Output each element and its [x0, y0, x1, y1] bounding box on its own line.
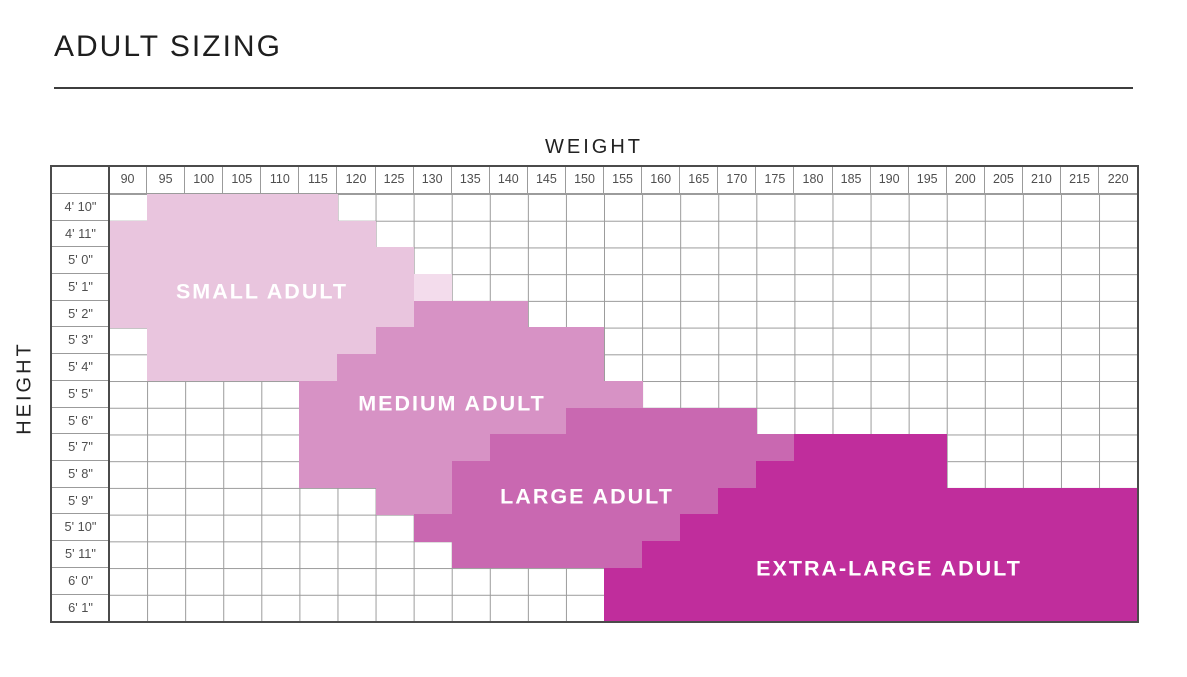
weight-header-cell: 215: [1061, 167, 1100, 193]
large-adult-row-band: [451, 487, 719, 515]
small-adult-row-band: [147, 327, 376, 355]
large-adult-row-band: [451, 541, 643, 569]
small-adult-row-band: [147, 354, 338, 382]
extra-large-adult-row-band: [642, 541, 1138, 569]
weight-header-cell: 155: [604, 167, 643, 193]
header-corner-cell: [52, 167, 109, 193]
medium-adult-row-band: [375, 487, 453, 515]
weight-header-cell: 200: [946, 167, 985, 193]
small-adult-row-band: [109, 247, 415, 275]
weight-header-cell: 110: [261, 167, 300, 193]
weight-header-cell: 195: [908, 167, 947, 193]
weight-header-cell: 140: [489, 167, 528, 193]
height-label-cell: 4' 10": [52, 193, 109, 221]
weight-header-cell: 190: [870, 167, 909, 193]
weight-header-cell: 175: [756, 167, 795, 193]
medium-adult-label: MEDIUM ADULT: [358, 391, 546, 416]
sizing-chart-table: 90 95 100 105 110 115 120 125 130 135 140 145 150 155…: [50, 165, 1140, 624]
height-label-cell: 4' 11": [52, 220, 109, 248]
weight-header-cell: 135: [451, 167, 490, 193]
extra-large-adult-row-band: [604, 567, 1138, 595]
weight-header-cell: 185: [832, 167, 871, 193]
small-adult-row-band: [109, 220, 376, 248]
weight-header-cell: 130: [413, 167, 452, 193]
large-adult-row-band: [451, 460, 757, 489]
weight-header-cell: 170: [718, 167, 757, 193]
large-adult-label: LARGE ADULT: [500, 484, 674, 509]
large-adult-row-band: [565, 407, 757, 435]
weight-header-cell: 120: [337, 167, 376, 193]
height-label-cell: 6' 1": [52, 594, 109, 622]
weight-header-cell: 95: [147, 167, 186, 193]
height-label-cell: 5' 2": [52, 300, 109, 328]
weight-header-cell: 165: [680, 167, 719, 193]
small-adult-light-cell-row-band: [413, 273, 453, 302]
weight-header-cell: 145: [527, 167, 566, 193]
extra-large-adult-row-band: [604, 594, 1138, 622]
small-adult-row-band: [109, 300, 415, 328]
medium-adult-row-band: [299, 460, 453, 489]
height-label-cell: 5' 11": [52, 541, 109, 568]
extra-large-adult-row-band: [680, 514, 1138, 542]
extra-large-adult-label: EXTRA-LARGE ADULT: [756, 556, 1022, 581]
extra-large-adult-row-band: [794, 434, 948, 462]
title-underline: [54, 87, 1133, 89]
height-label-cell: 5' 9": [52, 487, 109, 515]
height-label-cell: 5' 6": [52, 407, 109, 435]
height-label-cell: 5' 4": [52, 354, 109, 381]
height-label-cell: 5' 5": [52, 380, 109, 408]
page-title: ADULT SIZING: [54, 30, 282, 63]
height-label-cell: 5' 8": [52, 460, 109, 488]
height-axis-label: HEIGHT: [13, 341, 36, 435]
medium-adult-row-band: [413, 300, 529, 328]
small-adult-row-band: [109, 273, 453, 302]
extra-large-adult-row-band: [718, 487, 1138, 515]
weight-header-cell: 205: [984, 167, 1023, 193]
weight-header-cell: 180: [794, 167, 833, 193]
weight-header-cell: 160: [642, 167, 681, 193]
weight-header-cell: 210: [1022, 167, 1061, 193]
weight-header-cell: 220: [1099, 167, 1138, 193]
height-label-cell: 5' 1": [52, 273, 109, 301]
medium-adult-row-band: [299, 434, 491, 462]
height-label-cell: 5' 10": [52, 514, 109, 542]
extra-large-adult-row-band: [756, 460, 948, 489]
weight-header-cell: 125: [375, 167, 414, 193]
medium-adult-row-band: [337, 354, 605, 382]
height-label-cell: 5' 0": [52, 247, 109, 274]
weight-header-row: 90 95 100 105 110 115 120 125 130 135 140 145 150 155…: [52, 167, 1138, 194]
medium-adult-row-band: [299, 380, 643, 408]
weight-header-cell: 105: [223, 167, 262, 193]
height-label-cell: 5' 7": [52, 434, 109, 461]
height-label-cell: 6' 0": [52, 567, 109, 595]
small-adult-label: SMALL ADULT: [175, 279, 349, 304]
weight-header-cell: 90: [109, 167, 148, 193]
weight-header-cell: 150: [565, 167, 605, 193]
medium-adult-row-band: [375, 327, 605, 355]
weight-axis-label: WEIGHT: [545, 136, 643, 158]
label-column-separator: [107, 167, 110, 622]
large-adult-row-band: [413, 514, 681, 542]
weight-header-cell: 100: [185, 167, 224, 193]
large-adult-row-band: [489, 434, 795, 462]
height-label-cell: 5' 3": [52, 327, 109, 355]
small-adult-row-band: [147, 193, 338, 221]
medium-adult-row-band: [299, 407, 567, 435]
weight-header-cell: 115: [299, 167, 338, 193]
